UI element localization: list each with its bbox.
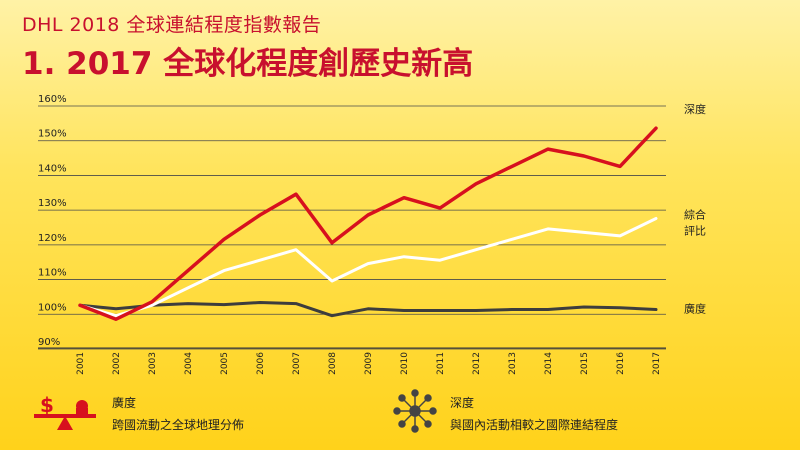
x-tick-label: 2003 [148, 352, 158, 375]
x-tick-label: 2016 [616, 352, 626, 375]
x-tick-label: 2010 [400, 352, 410, 375]
x-tick-label: 2004 [184, 352, 194, 375]
x-tick-label: 2017 [652, 352, 662, 375]
legend-breadth: $ 廣度 跨國流動之全球地理分佈 [30, 394, 244, 434]
series-lines [78, 126, 658, 321]
report-subtitle: DHL 2018 全球連結程度指數報告 [22, 14, 322, 36]
seesaw-icon: $ [34, 394, 96, 430]
y-tick-label: 140% [38, 163, 67, 174]
grid-lines [38, 105, 666, 350]
x-tick-label: 2006 [256, 352, 266, 375]
svg-text:$: $ [40, 394, 54, 417]
series-label: 評比 [684, 224, 706, 238]
x-tick-label: 2009 [364, 352, 374, 375]
legend-breadth-name: 廣度 [112, 396, 137, 410]
x-axis: 2001 2002 2003 2004 2005 2006 2007 2008 2009 2010… [38, 347, 666, 375]
x-tick-label: 2001 [76, 352, 86, 375]
series-line [78, 217, 658, 318]
x-tick-label: 2013 [508, 352, 518, 375]
y-tick-label: 100% [38, 302, 67, 313]
legend-depth-name: 深度 [450, 396, 475, 410]
x-tick-label: 2008 [328, 352, 338, 375]
x-tick-label: 2015 [580, 352, 590, 375]
y-tick-label: 90% [38, 337, 60, 348]
x-tick-label: 2002 [112, 352, 122, 375]
y-tick-label: 130% [38, 198, 67, 209]
y-axis: 160% 150% 140% 130% 120% 110% 100% 90% [38, 94, 67, 348]
y-tick-label: 160% [38, 94, 67, 105]
legend-breadth-desc: 跨國流動之全球地理分佈 [112, 418, 245, 432]
series-label: 廣度 [684, 301, 706, 315]
y-tick-label: 110% [38, 268, 67, 279]
legend-depth: 深度 與國內活動相較之國際連結程度 [392, 389, 619, 434]
series-label: 深度 [684, 102, 706, 116]
y-tick-label: 150% [38, 129, 67, 140]
x-tick-label: 2011 [436, 352, 446, 375]
x-tick-label: 2012 [472, 352, 482, 375]
x-tick-label: 2014 [544, 352, 554, 375]
x-tick-label: 2005 [220, 352, 230, 375]
legend-depth-desc: 與國內活動相較之國際連結程度 [450, 418, 619, 432]
y-tick-label: 120% [38, 233, 67, 244]
series-line [78, 301, 658, 318]
x-tick-label: 2007 [292, 352, 302, 375]
chart-title: 1. 2017 全球化程度創歷史新高 [22, 46, 474, 82]
network-icon [393, 389, 437, 433]
series-label: 綜合 [684, 208, 706, 222]
series-line [78, 126, 658, 321]
